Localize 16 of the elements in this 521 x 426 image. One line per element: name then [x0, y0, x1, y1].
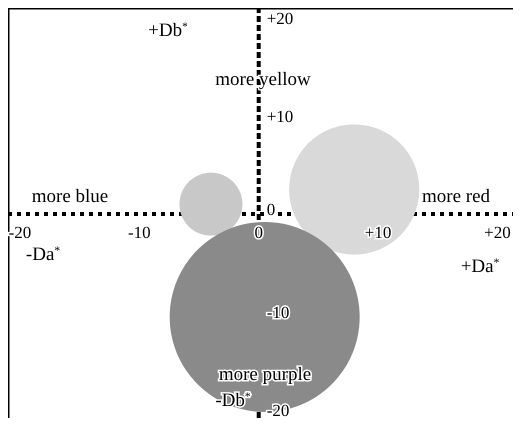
x-tick-label: +20 [484, 222, 511, 242]
x-tick-label: +10 [364, 222, 392, 242]
annotation: more red [422, 186, 491, 207]
annotation: +Da$^{*}$ [460, 256, 500, 277]
y-tick-label: +10 [266, 106, 294, 126]
annotation: more purple [218, 364, 312, 385]
y-tick-label: +20 [266, 8, 294, 28]
annotation: -Db$^{*}$ [215, 390, 251, 411]
x-tick-label: -10 [128, 222, 151, 242]
annotation: more yellow [215, 69, 312, 90]
x-tick-label: 0 [254, 222, 263, 242]
annotation: more blue [32, 186, 108, 207]
annotation: +Db$^{*}$ [148, 20, 188, 41]
annotation: -Da$^{*}$ [26, 244, 60, 265]
y-tick-label: -10 [266, 303, 290, 322]
y-tick-label: -20 [266, 401, 290, 420]
